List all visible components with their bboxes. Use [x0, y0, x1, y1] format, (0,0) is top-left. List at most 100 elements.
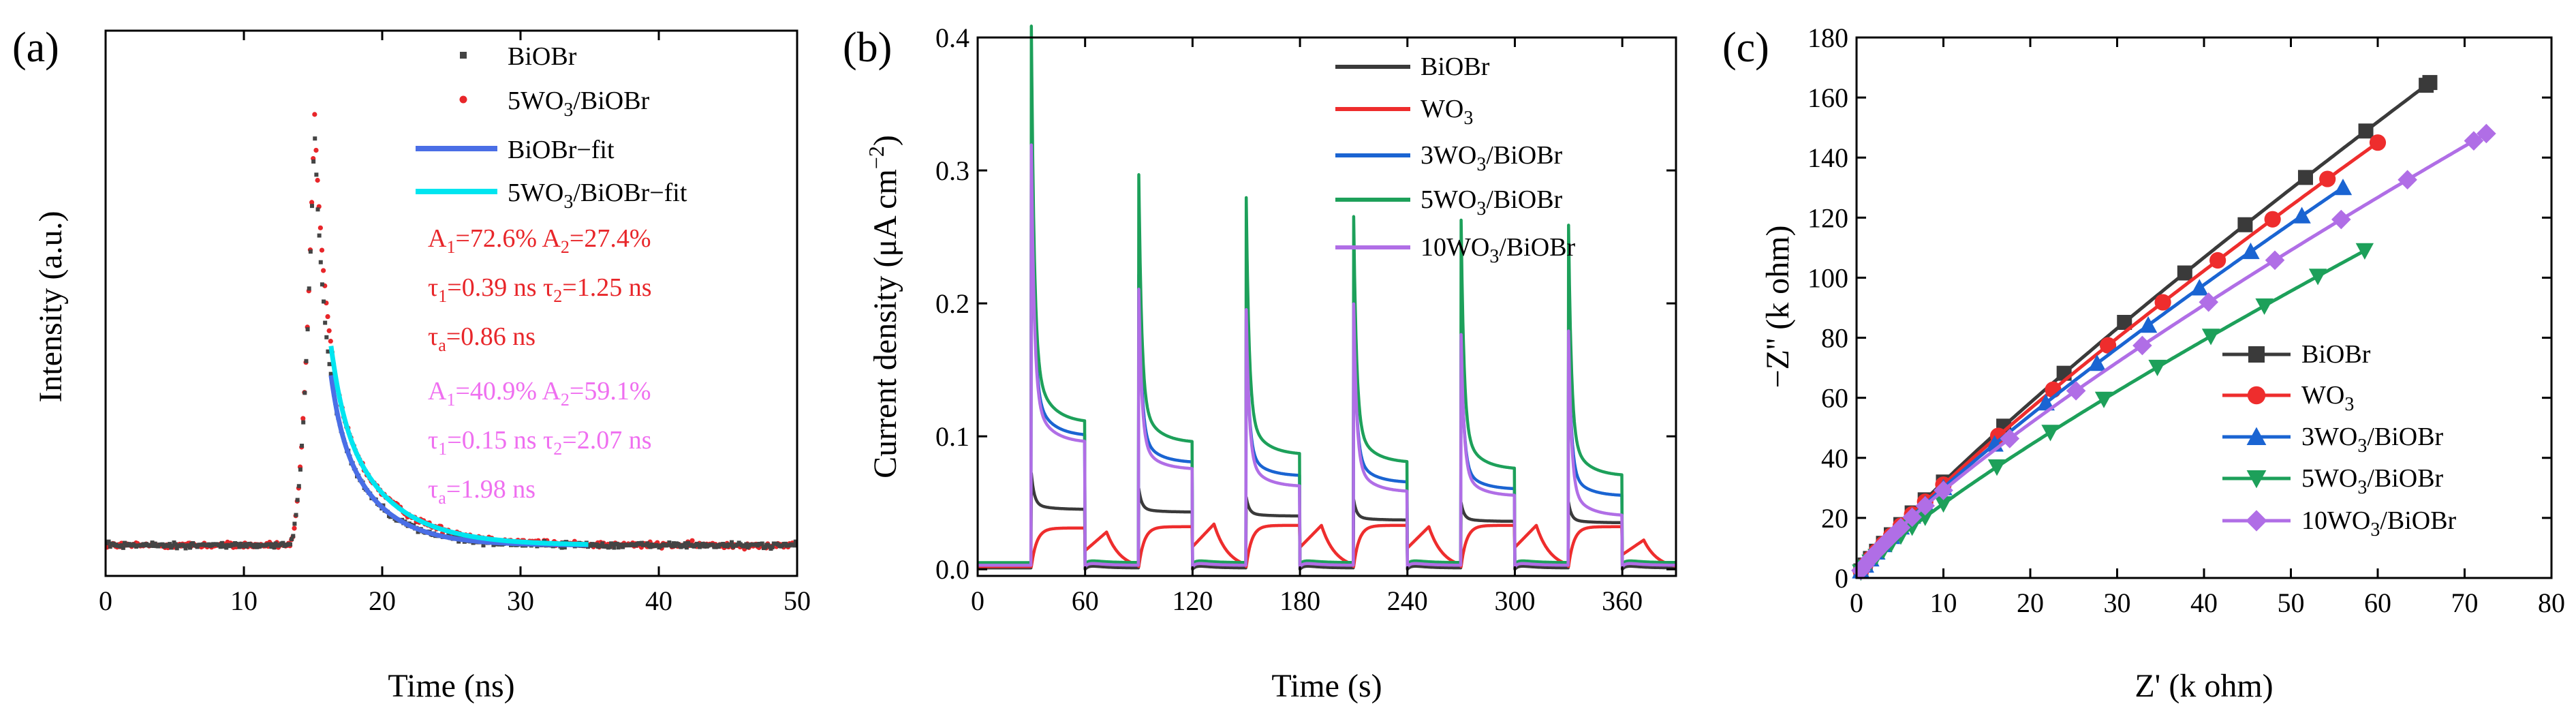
marker-4-11 — [2066, 381, 2086, 401]
point-biobr — [481, 543, 486, 548]
c-ytick-label-2: 40 — [1821, 443, 1848, 474]
point-biobr — [253, 543, 258, 547]
b-ytick-label-0: 0.0 — [935, 554, 969, 585]
point-biobr — [288, 542, 293, 547]
b-ytick-label-3: 0.3 — [935, 155, 969, 186]
point-biobr — [612, 545, 617, 550]
series-line-1 — [976, 522, 1677, 568]
marker-3-18 — [2355, 243, 2374, 260]
c-ytick-label-8: 160 — [1807, 82, 1848, 113]
legend-marker-1 — [459, 95, 467, 104]
a-ylabel: Intensity (a.u.) — [33, 211, 69, 402]
marker-1-16 — [2319, 170, 2336, 187]
point-biobr — [684, 545, 689, 550]
point-biobr — [700, 541, 705, 546]
point-5wo3-biobr — [326, 328, 332, 333]
legend-marker-3 — [2246, 470, 2267, 489]
a-xtick-label-0: 0 — [99, 585, 112, 616]
point-biobr — [711, 543, 715, 547]
point-biobr — [744, 542, 749, 547]
c-ytick-label-4: 80 — [1821, 323, 1848, 354]
c-xtick-label-8: 80 — [2538, 588, 2565, 618]
point-biobr — [187, 545, 192, 550]
point-biobr — [607, 545, 612, 549]
b-ytick-label-1: 0.1 — [935, 421, 969, 452]
marker-3-13 — [2148, 359, 2167, 377]
point-biobr — [559, 545, 564, 550]
point-biobr — [666, 543, 670, 547]
point-biobr — [416, 530, 420, 534]
b-xlabel: Time (s) — [1271, 668, 1382, 704]
marker-4-12 — [2132, 335, 2152, 356]
point-biobr — [166, 544, 170, 549]
plot-frame — [104, 29, 798, 577]
b-ytick-label-4: 0.4 — [935, 22, 969, 53]
point-5wo3-biobr — [300, 416, 306, 421]
point-biobr — [149, 543, 153, 548]
point-biobr — [311, 159, 316, 164]
marker-2-18 — [2333, 179, 2353, 196]
point-biobr — [268, 542, 273, 547]
a-xtick-label-3: 30 — [507, 585, 534, 616]
legend-marker-4 — [2246, 510, 2267, 532]
c-xtick-label-3: 30 — [2104, 588, 2131, 618]
point-biobr — [327, 362, 332, 367]
point-biobr — [322, 299, 326, 304]
point-biobr — [760, 541, 764, 546]
panel-label-a: (a) — [12, 25, 59, 71]
point-biobr — [174, 546, 179, 551]
c-ytick-label-6: 120 — [1807, 202, 1848, 233]
point-biobr — [320, 282, 324, 287]
point-biobr — [106, 539, 111, 544]
point-biobr — [191, 540, 196, 545]
c-ytick-label-3: 60 — [1821, 383, 1848, 414]
point-5wo3-biobr — [328, 338, 333, 344]
legend-label-4: 10WO3/BiOBr — [2301, 506, 2457, 540]
marker-1-18 — [2369, 134, 2387, 151]
c-ytick-label-7: 140 — [1807, 142, 1848, 173]
point-biobr — [323, 320, 328, 325]
legend-label-2: BiOBr−fit — [508, 136, 615, 164]
point-biobr — [600, 541, 605, 546]
legend-marker-2 — [2246, 427, 2267, 445]
marker-3-11 — [2041, 425, 2060, 442]
point-biobr — [716, 545, 721, 549]
a-xtick-label-1: 10 — [230, 585, 258, 616]
legend-label-4: 10WO3/BiOBr — [1421, 233, 1576, 267]
legend-label-1: WO3 — [1421, 95, 1473, 129]
point-biobr — [153, 541, 157, 546]
point-biobr — [195, 545, 200, 549]
legend-label-1: 5WO3/BiOBr — [508, 87, 650, 121]
point-biobr — [314, 172, 319, 177]
series-line-2 — [1859, 187, 2344, 573]
panel-c-nyquist: (c) 0 10 20 30 40 50 60 70 80 0 20 40 60 80 100 120 140 16… — [1722, 22, 2565, 704]
marker-4-15 — [2331, 209, 2351, 230]
point-biobr — [703, 542, 708, 547]
point-biobr — [594, 542, 599, 547]
point-biobr — [173, 542, 178, 547]
point-biobr — [300, 443, 305, 448]
marker-4-16 — [2397, 170, 2417, 190]
panel-label-c: (c) — [1722, 25, 1769, 71]
marker-4-6 — [1891, 517, 1911, 538]
c-xtick-label-4: 40 — [2190, 588, 2218, 618]
point-biobr — [639, 540, 644, 545]
marker-3-15 — [2255, 298, 2274, 316]
point-5wo3-biobr — [317, 225, 323, 230]
point-biobr — [645, 541, 650, 546]
point-biobr — [182, 544, 187, 549]
marker-2-12 — [2088, 354, 2107, 371]
point-biobr — [295, 498, 300, 502]
point-biobr — [763, 545, 768, 550]
point-biobr — [302, 391, 307, 395]
point-biobr — [317, 233, 322, 238]
point-5wo3-biobr — [325, 314, 330, 320]
legend-label-3: 5WO3/BiOBr — [2301, 464, 2444, 498]
point-biobr — [301, 420, 306, 425]
point-biobr — [599, 544, 604, 549]
point-biobr — [245, 544, 249, 549]
point-biobr — [308, 249, 313, 254]
point-5wo3-biobr — [313, 147, 319, 153]
point-biobr — [326, 349, 330, 354]
plot-frame — [1855, 36, 2553, 579]
